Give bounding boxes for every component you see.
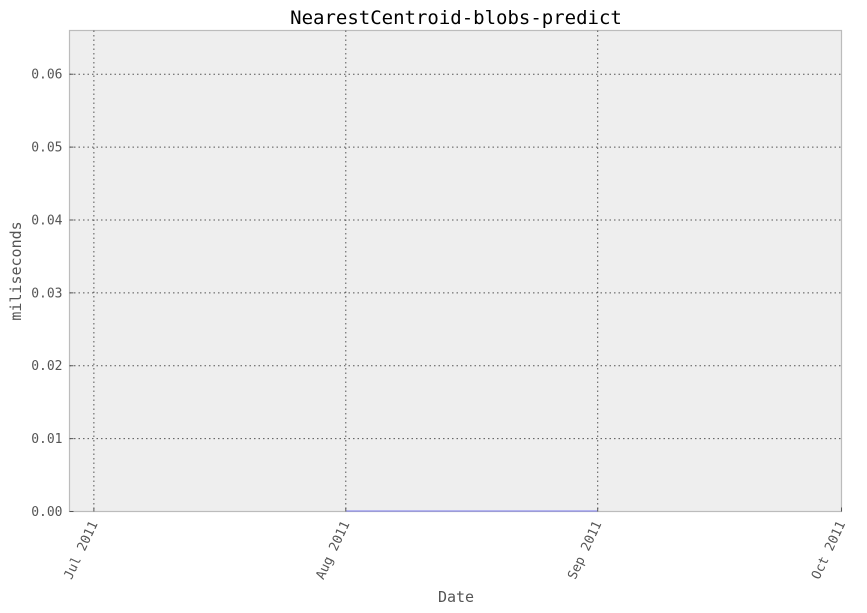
x-tick-label: Oct 2011 [809, 519, 849, 582]
plot-area [68, 29, 843, 513]
x-tick-label: Jul 2011 [61, 519, 101, 582]
y-tick-label: 0.00 [31, 505, 62, 520]
y-tick-label: 0.05 [31, 141, 62, 156]
y-tick-label: 0.03 [31, 286, 62, 301]
x-axis-label: Date [438, 588, 474, 606]
y-tick-label: 0.01 [31, 432, 62, 447]
chart-title: NearestCentroid-blobs-predict [290, 7, 622, 29]
grid-layer [69, 30, 842, 512]
x-tick-label: Sep 2011 [565, 519, 605, 582]
x-tick-label: Aug 2011 [313, 519, 353, 582]
y-tick-label: 0.04 [31, 213, 62, 228]
y-tick-label: 0.02 [31, 359, 62, 374]
y-axis-label: miliseconds [7, 221, 25, 320]
y-tick-label: 0.06 [31, 68, 62, 83]
